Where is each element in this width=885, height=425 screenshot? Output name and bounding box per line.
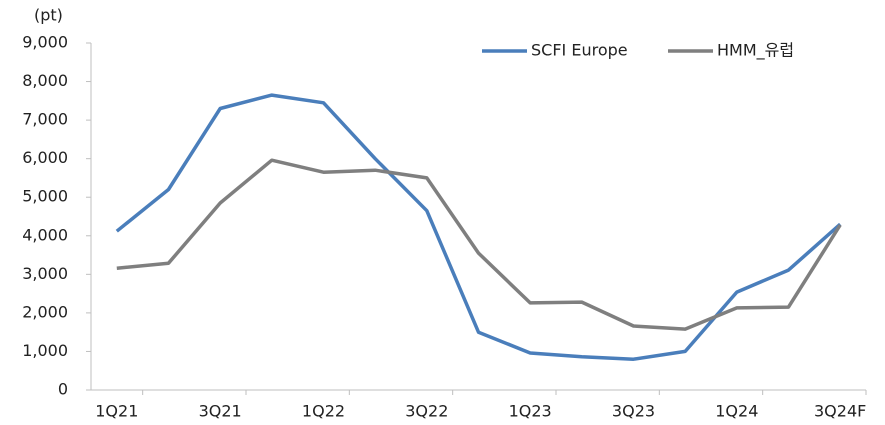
x-tick-label: 3Q23 xyxy=(612,402,655,421)
y-tick-label: 2,000 xyxy=(22,302,68,321)
x-tick-label: 1Q21 xyxy=(95,402,138,421)
y-tick-label: 4,000 xyxy=(22,225,68,244)
y-axis-label: (pt) xyxy=(34,6,63,25)
x-tick-label: 3Q24F xyxy=(814,402,866,421)
x-tick-label: 1Q24 xyxy=(715,402,758,421)
y-tick-label: 5,000 xyxy=(22,187,68,206)
y-tick-label: 1,000 xyxy=(22,341,68,360)
legend-label: SCFI Europe xyxy=(531,41,628,60)
x-tick-label: 1Q23 xyxy=(509,402,552,421)
x-tick-label: 1Q22 xyxy=(302,402,345,421)
y-tick-label: 9,000 xyxy=(22,33,68,52)
y-tick-label: 8,000 xyxy=(22,71,68,90)
x-tick-label: 3Q22 xyxy=(405,402,448,421)
x-tick-label: 3Q21 xyxy=(199,402,242,421)
y-tick-label: 0 xyxy=(58,380,68,399)
series-line xyxy=(115,93,842,361)
y-tick-label: 7,000 xyxy=(22,110,68,129)
y-tick-label: 3,000 xyxy=(22,264,68,283)
y-tick-label: 6,000 xyxy=(22,148,68,167)
series-line xyxy=(116,158,842,331)
legend-label: HMM_유럽 xyxy=(717,41,794,61)
